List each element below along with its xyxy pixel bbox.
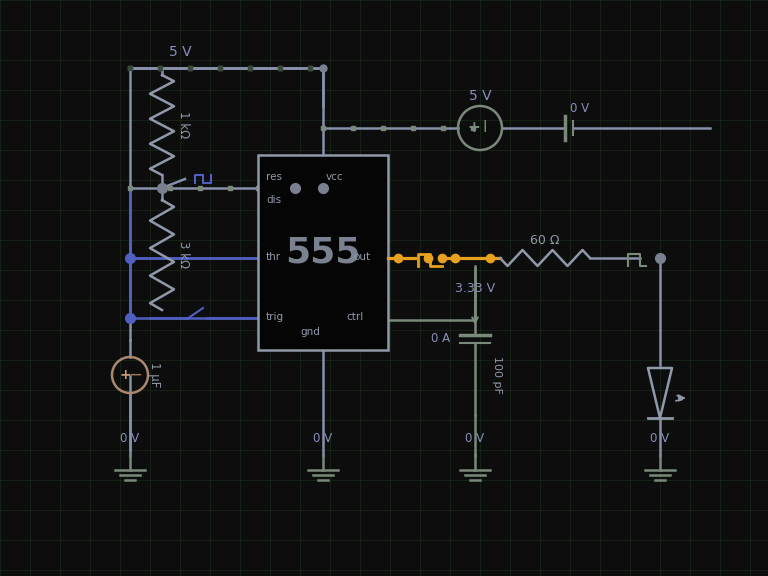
Bar (258, 155, 388, 350)
Text: 60 Ω: 60 Ω (530, 233, 560, 247)
Text: dis: dis (266, 195, 281, 205)
Text: 1 kΩ: 1 kΩ (177, 111, 190, 139)
Text: 0 V: 0 V (465, 432, 485, 445)
Text: −: − (128, 366, 142, 384)
Text: ctrl: ctrl (346, 312, 363, 322)
Text: 0 V: 0 V (650, 432, 670, 445)
Text: 0 A: 0 A (431, 332, 450, 346)
Text: vcc: vcc (326, 172, 343, 182)
Text: out: out (353, 252, 370, 262)
Text: 0 V: 0 V (121, 432, 140, 445)
Text: I: I (483, 120, 487, 135)
Text: gnd: gnd (300, 327, 320, 337)
Text: +: + (119, 368, 131, 382)
Text: thr: thr (266, 252, 281, 262)
Text: 1 μF: 1 μF (148, 362, 161, 388)
Text: 555: 555 (286, 236, 361, 270)
Text: trig: trig (266, 312, 284, 322)
Text: 3.33 V: 3.33 V (455, 282, 495, 294)
Text: res: res (266, 172, 282, 182)
Text: 0 V: 0 V (313, 432, 333, 445)
Text: 100 pF: 100 pF (492, 356, 502, 394)
Text: 3 kΩ: 3 kΩ (177, 241, 190, 268)
Text: 5 V: 5 V (169, 45, 191, 59)
Text: +: + (468, 120, 480, 135)
Text: 0 V: 0 V (571, 101, 590, 115)
Text: 5 V: 5 V (468, 89, 492, 103)
